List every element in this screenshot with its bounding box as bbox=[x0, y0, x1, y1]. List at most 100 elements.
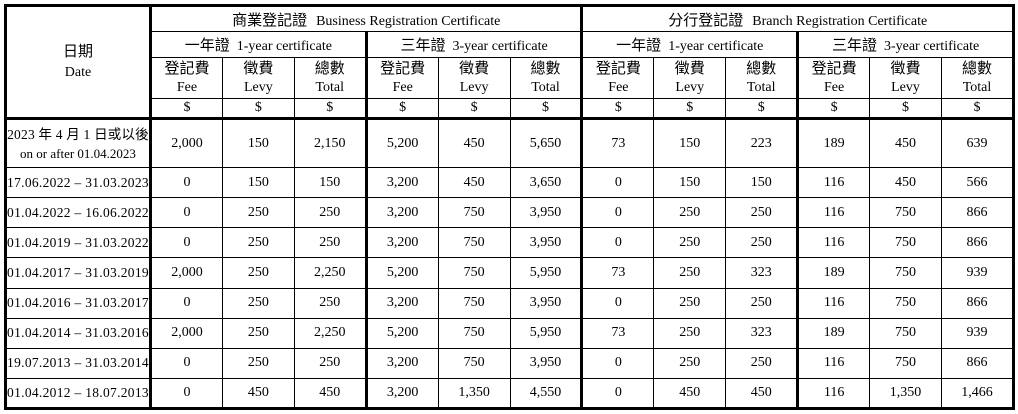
column-header-levy: 徵費 Levy bbox=[437, 57, 511, 99]
date-range-line: on or after 01.04.2023 bbox=[20, 146, 136, 162]
date-range-line: 01.04.2019 – 31.03.2022 bbox=[7, 234, 149, 250]
cell-business-1yr-fee: 2,000 bbox=[150, 257, 223, 289]
table-row: 19.07.2013 – 31.03.2014 0 250 250 3,200 750 3,… bbox=[5, 347, 1015, 379]
date-range-label: 2023 年 4 月 1 日或以後 on or after 01.04.2023 bbox=[5, 117, 152, 169]
column-header-total: 總數 Total bbox=[940, 57, 1015, 99]
cell-branch-1yr-levy: 250 bbox=[653, 347, 727, 379]
cert-3yr-en: 3-year certificate bbox=[883, 39, 980, 54]
registration-fee-table: 日期 Date 商業登記證 Business Registration Certi… bbox=[4, 4, 1015, 410]
cell-branch-3yr-levy: 450 bbox=[869, 167, 942, 199]
cell-branch-1yr-fee: 73 bbox=[581, 117, 655, 169]
total-label-zh: 總數 bbox=[746, 60, 777, 77]
cell-business-1yr-levy: 450 bbox=[221, 377, 295, 410]
date-range-line: 01.04.2012 – 18.07.2013 bbox=[7, 384, 149, 400]
cell-branch-3yr-levy: 750 bbox=[869, 257, 942, 289]
cert-header-branch-3yr: 三年證 3-year certificate bbox=[797, 31, 1014, 58]
cell-business-1yr-fee: 2,000 bbox=[150, 117, 223, 169]
cell-branch-3yr-total: 939 bbox=[940, 317, 1015, 349]
cert-1yr-en: 1-year certificate bbox=[668, 39, 764, 54]
cell-branch-1yr-levy: 250 bbox=[653, 197, 727, 229]
cell-branch-3yr-total: 639 bbox=[940, 117, 1015, 169]
cell-branch-1yr-levy: 250 bbox=[653, 287, 727, 319]
cell-business-1yr-levy: 250 bbox=[221, 317, 295, 349]
cell-business-3yr-total: 5,950 bbox=[509, 317, 584, 349]
cell-branch-3yr-fee: 116 bbox=[797, 287, 871, 319]
cell-branch-1yr-levy: 250 bbox=[653, 227, 727, 259]
cell-business-1yr-total: 250 bbox=[293, 287, 368, 319]
currency-symbol: $ bbox=[293, 98, 368, 120]
cell-business-3yr-fee: 3,200 bbox=[365, 167, 439, 199]
cell-business-1yr-levy: 250 bbox=[221, 197, 295, 229]
cell-business-3yr-levy: 750 bbox=[437, 197, 511, 229]
levy-label-en: Levy bbox=[243, 79, 273, 95]
cell-branch-3yr-levy: 450 bbox=[869, 117, 942, 169]
date-range-label: 01.04.2016 – 31.03.2017 bbox=[5, 287, 152, 319]
fee-levy-total-header-row: 登記費 Fee 徵費 Levy 總數 Total 登記費 Fee 徵費 Levy 總數 Total 登記… bbox=[6, 57, 1015, 99]
cell-branch-3yr-total: 866 bbox=[940, 227, 1015, 259]
cell-business-1yr-total: 250 bbox=[293, 227, 368, 259]
currency-row: $ $ $ $ $ $ $ $ $ $ $ $ bbox=[6, 98, 1015, 120]
cell-business-1yr-total: 150 bbox=[293, 167, 368, 199]
cell-business-3yr-levy: 750 bbox=[437, 287, 511, 319]
column-header-fee: 登記費 Fee bbox=[365, 57, 439, 99]
section-header-branch: 分行登記證 Branch Registration Certificate bbox=[581, 5, 1014, 32]
fee-label-en: Fee bbox=[392, 79, 413, 95]
cell-branch-3yr-total: 939 bbox=[940, 257, 1015, 289]
cell-branch-1yr-total: 250 bbox=[725, 197, 800, 229]
cell-branch-3yr-fee: 116 bbox=[797, 377, 871, 410]
cell-business-1yr-levy: 250 bbox=[221, 287, 295, 319]
cell-branch-3yr-levy: 750 bbox=[869, 347, 942, 379]
date-column-header: 日期 Date bbox=[5, 5, 152, 120]
cell-business-3yr-fee: 3,200 bbox=[365, 227, 439, 259]
cell-business-3yr-levy: 750 bbox=[437, 347, 511, 379]
cell-business-3yr-total: 3,950 bbox=[509, 197, 584, 229]
cell-business-3yr-fee: 5,200 bbox=[365, 257, 439, 289]
cell-branch-3yr-total: 566 bbox=[940, 167, 1015, 199]
cell-branch-3yr-total: 866 bbox=[940, 347, 1015, 379]
section-business-zh: 商業登記證 bbox=[232, 12, 308, 29]
fee-label-zh: 登記費 bbox=[164, 60, 210, 77]
cell-business-1yr-fee: 0 bbox=[150, 197, 223, 229]
cell-branch-1yr-fee: 0 bbox=[581, 227, 655, 259]
date-range-label: 01.04.2017 – 31.03.2019 bbox=[5, 257, 152, 289]
date-range-line: 01.04.2014 – 31.03.2016 bbox=[7, 325, 149, 341]
table-row: 2023 年 4 月 1 日或以後 on or after 01.04.2023 2… bbox=[5, 117, 1015, 169]
fee-label-en: Fee bbox=[608, 79, 629, 95]
fee-label-en: Fee bbox=[824, 79, 845, 95]
total-label-zh: 總數 bbox=[961, 60, 992, 77]
cell-branch-1yr-levy: 150 bbox=[653, 117, 727, 169]
currency-symbol: $ bbox=[437, 98, 511, 120]
column-header-fee: 登記費 Fee bbox=[797, 57, 871, 99]
cell-branch-1yr-total: 250 bbox=[725, 227, 800, 259]
table-row: 01.04.2022 – 16.06.2022 0 250 250 3,200 750 3,… bbox=[5, 197, 1015, 229]
total-label-en: Total bbox=[315, 79, 345, 95]
cell-branch-1yr-total: 250 bbox=[725, 347, 800, 379]
cell-branch-1yr-fee: 73 bbox=[581, 257, 655, 289]
table-row: 01.04.2012 – 18.07.2013 0 450 450 3,200 1,350… bbox=[5, 377, 1015, 410]
cell-branch-3yr-fee: 116 bbox=[797, 347, 871, 379]
cell-branch-1yr-levy: 150 bbox=[653, 167, 727, 199]
currency-symbol: $ bbox=[581, 98, 655, 120]
fee-label-zh: 登記費 bbox=[380, 60, 426, 77]
date-header-en: Date bbox=[64, 65, 92, 80]
cell-business-1yr-total: 250 bbox=[293, 347, 368, 379]
section-business-en: Business Registration Certificate bbox=[316, 13, 501, 29]
cell-branch-3yr-fee: 189 bbox=[797, 317, 871, 349]
cell-business-1yr-fee: 0 bbox=[150, 377, 223, 410]
cert-header-business-1yr: 一年證 1-year certificate bbox=[150, 31, 368, 58]
cell-branch-1yr-fee: 0 bbox=[581, 287, 655, 319]
levy-label-en: Levy bbox=[675, 79, 705, 95]
cell-branch-3yr-fee: 189 bbox=[797, 257, 871, 289]
cell-business-3yr-levy: 750 bbox=[437, 227, 511, 259]
table-body: 2023 年 4 月 1 日或以後 on or after 01.04.2023 2… bbox=[5, 117, 1015, 410]
cell-branch-1yr-total: 223 bbox=[725, 117, 800, 169]
section-branch-en: Branch Registration Certificate bbox=[752, 13, 928, 29]
levy-label-zh: 徵費 bbox=[674, 60, 705, 77]
cell-branch-1yr-fee: 0 bbox=[581, 347, 655, 379]
date-range-line: 01.04.2017 – 31.03.2019 bbox=[7, 264, 149, 280]
cell-business-1yr-levy: 250 bbox=[221, 347, 295, 379]
date-range-line: 17.06.2022 – 31.03.2023 bbox=[7, 174, 149, 190]
cell-branch-1yr-fee: 0 bbox=[581, 197, 655, 229]
date-range-label: 17.06.2022 – 31.03.2023 bbox=[5, 167, 152, 199]
date-range-line: 01.04.2022 – 16.06.2022 bbox=[7, 204, 149, 220]
